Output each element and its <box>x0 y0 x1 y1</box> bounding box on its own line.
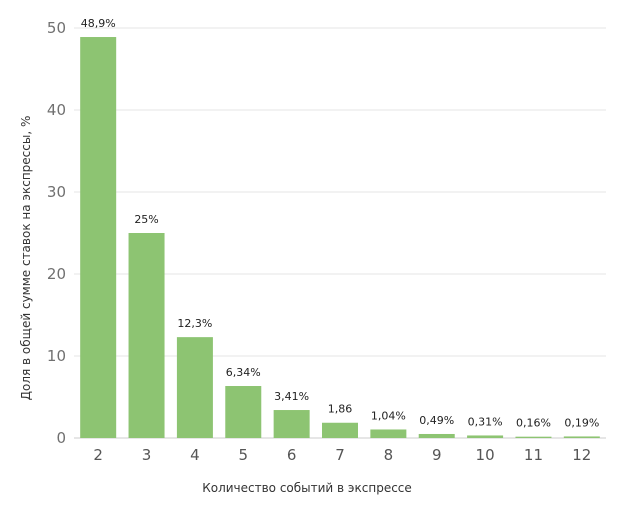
data-label-9: 0,49% <box>419 414 454 427</box>
y-tick-label: 10 <box>47 347 66 365</box>
data-label-7: 1,86 <box>328 403 353 416</box>
x-tick-label-9: 9 <box>432 446 442 464</box>
x-tick-label-2: 2 <box>93 446 103 464</box>
x-tick-label-5: 5 <box>238 446 248 464</box>
x-tick-label-10: 10 <box>476 446 495 464</box>
y-axis-ticks: 0 10 20 30 40 50 <box>47 19 66 447</box>
bar-4[interactable] <box>176 337 213 438</box>
x-tick-label-12: 12 <box>572 446 591 464</box>
bars <box>80 37 600 439</box>
bar-8[interactable] <box>370 429 407 438</box>
y-tick-label: 50 <box>47 19 66 37</box>
bar-5[interactable] <box>225 386 262 438</box>
x-axis-ticks: 2 3 4 5 6 7 8 9 10 11 12 <box>93 446 591 464</box>
data-label-8: 1,04% <box>371 409 406 422</box>
bar-7[interactable] <box>322 422 358 438</box>
data-labels: 48,9% 25% 12,3% 6,34% 3,41% 1,86 1,04% 0,49% 0,3… <box>81 17 600 430</box>
y-axis-title: Доля в общей сумме ставок на экспрессы, … <box>19 116 33 401</box>
x-axis-title: Количество событий в экспрессе <box>202 481 412 495</box>
data-label-11: 0,16% <box>516 417 551 430</box>
y-tick-label: 0 <box>56 429 66 447</box>
x-tick-label-3: 3 <box>142 446 152 464</box>
data-label-2: 48,9% <box>81 17 116 30</box>
data-label-4: 12,3% <box>177 317 212 330</box>
y-tick-label: 20 <box>47 265 66 283</box>
x-tick-label-6: 6 <box>287 446 297 464</box>
bar-12[interactable] <box>563 436 600 438</box>
data-label-3: 25% <box>134 213 158 226</box>
bar-3[interactable] <box>128 233 165 438</box>
data-label-5: 6,34% <box>226 366 261 379</box>
x-tick-label-4: 4 <box>190 446 200 464</box>
x-tick-label-7: 7 <box>335 446 345 464</box>
bar-2[interactable] <box>80 37 117 439</box>
bar-10[interactable] <box>467 435 504 438</box>
data-label-10: 0,31% <box>468 415 503 428</box>
data-label-12: 0,19% <box>564 416 599 429</box>
x-tick-label-8: 8 <box>384 446 394 464</box>
bar-6[interactable] <box>273 410 310 438</box>
data-label-6: 3,41% <box>274 390 309 403</box>
y-tick-label: 30 <box>47 183 66 201</box>
bar-9[interactable] <box>418 433 455 438</box>
x-tick-label-11: 11 <box>524 446 543 464</box>
bar-11[interactable] <box>515 436 552 438</box>
y-tick-label: 40 <box>47 101 66 119</box>
